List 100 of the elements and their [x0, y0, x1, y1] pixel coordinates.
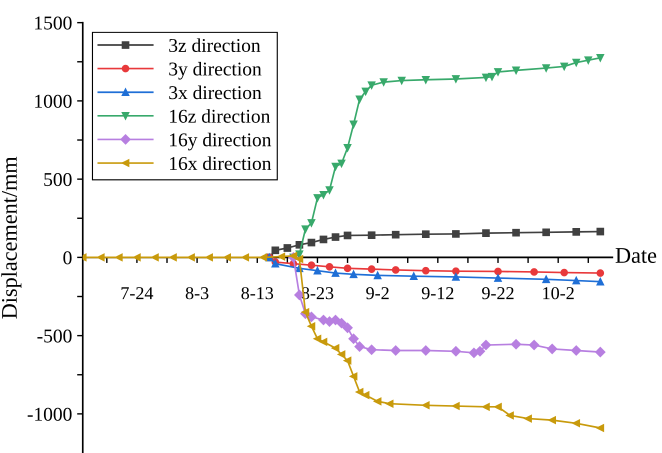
- y-tick-label: 1500: [35, 16, 72, 30]
- legend-label: 3x direction: [169, 86, 262, 100]
- legend-label: 3y direction: [169, 62, 262, 80]
- point: [314, 334, 322, 343]
- y-tick-label: 500: [44, 172, 72, 186]
- point: [362, 88, 370, 96]
- point: [320, 190, 328, 199]
- point: [596, 269, 604, 277]
- point: [320, 236, 328, 244]
- point: [169, 254, 177, 262]
- point: [392, 266, 400, 274]
- point: [494, 403, 502, 411]
- point: [338, 160, 346, 168]
- point: [548, 416, 556, 424]
- point: [572, 276, 580, 284]
- legend-label: 16y direction: [170, 132, 272, 150]
- point: [596, 54, 604, 62]
- point: [494, 274, 502, 282]
- point: [571, 345, 582, 356]
- x-tick-label: 8-13: [241, 287, 274, 300]
- y-tick-label: -500: [37, 329, 72, 343]
- point: [596, 278, 604, 286]
- point: [115, 254, 123, 262]
- x-tick-label: 9-22: [482, 287, 514, 300]
- point: [512, 228, 520, 236]
- point: [342, 322, 353, 333]
- point: [344, 232, 352, 240]
- point: [308, 238, 316, 246]
- legend-label: 16x direction: [170, 156, 272, 170]
- y-axis-title: Displacement/mm: [1, 156, 22, 319]
- point: [308, 219, 316, 227]
- point: [151, 254, 159, 262]
- point: [452, 273, 460, 281]
- point: [488, 72, 496, 80]
- point: [314, 266, 322, 275]
- point: [308, 261, 316, 270]
- y-tick-label: -1000: [28, 408, 72, 421]
- point: [344, 264, 352, 272]
- point: [336, 318, 347, 328]
- point: [482, 403, 490, 411]
- point: [302, 308, 310, 316]
- point: [572, 419, 580, 428]
- point: [241, 254, 250, 262]
- point: [368, 81, 376, 90]
- x-tick-label: 8-3: [186, 287, 208, 300]
- point: [529, 340, 540, 350]
- point: [450, 346, 461, 356]
- point: [344, 144, 352, 152]
- point: [368, 231, 376, 239]
- point: [332, 233, 340, 241]
- point: [474, 346, 486, 356]
- y-tick-label: 0: [63, 251, 72, 264]
- point: [560, 268, 568, 276]
- point: [560, 62, 568, 70]
- legend-label: 16z direction: [170, 109, 270, 123]
- x-tick-label: 10-2: [543, 287, 574, 300]
- point: [205, 254, 213, 262]
- point: [374, 272, 382, 280]
- x-tick-label: 7-24: [122, 287, 154, 300]
- point: [452, 267, 460, 275]
- point: [96, 254, 105, 262]
- point: [480, 340, 492, 350]
- point: [332, 344, 340, 352]
- point: [494, 68, 502, 76]
- point: [595, 346, 606, 358]
- point: [542, 275, 550, 284]
- point: [308, 322, 316, 330]
- point: [366, 344, 377, 355]
- point: [272, 246, 280, 254]
- point: [320, 338, 328, 346]
- point: [572, 58, 580, 66]
- point: [524, 414, 532, 422]
- point: [362, 391, 370, 399]
- point: [296, 255, 304, 263]
- point: [284, 244, 292, 252]
- point: [348, 334, 359, 344]
- point: [259, 254, 268, 262]
- point: [410, 272, 418, 280]
- point: [326, 186, 334, 194]
- point: [392, 230, 400, 239]
- point: [390, 345, 401, 356]
- point: [133, 254, 141, 262]
- point: [290, 252, 298, 260]
- point: [187, 254, 195, 262]
- point: [422, 230, 430, 238]
- legend-label: 3z direction: [169, 38, 260, 52]
- point: [542, 228, 550, 236]
- point: [326, 262, 334, 271]
- x-axis-title: Date: [616, 248, 656, 263]
- point: [452, 402, 460, 410]
- point: [356, 96, 364, 104]
- point: [530, 268, 538, 276]
- point: [386, 400, 394, 408]
- point: [542, 64, 550, 72]
- point: [422, 401, 430, 410]
- point: [512, 66, 520, 74]
- point: [584, 56, 592, 64]
- point: [278, 252, 286, 260]
- point: [332, 162, 340, 170]
- point: [314, 194, 322, 202]
